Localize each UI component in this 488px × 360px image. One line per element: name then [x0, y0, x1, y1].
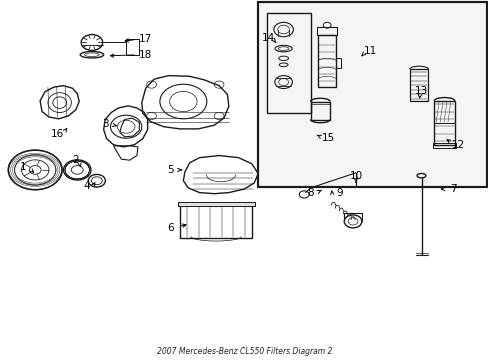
- Bar: [432, 143, 455, 148]
- Text: 16: 16: [51, 129, 64, 139]
- Text: 5: 5: [166, 165, 173, 175]
- Bar: [180, 203, 252, 238]
- Text: 9: 9: [336, 188, 343, 198]
- Bar: [316, 27, 337, 35]
- Text: 13: 13: [414, 86, 427, 96]
- Text: 3: 3: [102, 119, 108, 129]
- Text: 12: 12: [451, 140, 465, 150]
- Bar: [258, 2, 486, 187]
- Text: 2007 Mercedes-Benz CL550 Filters Diagram 2: 2007 Mercedes-Benz CL550 Filters Diagram…: [157, 347, 331, 356]
- Text: 18: 18: [139, 50, 152, 60]
- Text: 6: 6: [166, 222, 173, 233]
- Bar: [433, 101, 454, 145]
- Bar: [310, 102, 329, 120]
- Text: 2: 2: [72, 155, 79, 165]
- Bar: [258, 2, 486, 187]
- Bar: [266, 13, 311, 113]
- Text: 15: 15: [321, 132, 335, 143]
- Text: 14: 14: [261, 33, 274, 43]
- Text: 8: 8: [306, 188, 313, 198]
- Bar: [177, 202, 254, 206]
- Text: 10: 10: [349, 171, 362, 181]
- Text: 7: 7: [449, 184, 456, 194]
- Text: 4: 4: [83, 181, 90, 192]
- Bar: [317, 35, 336, 87]
- Bar: [409, 69, 427, 101]
- Bar: [177, 202, 254, 206]
- Text: 17: 17: [139, 34, 152, 44]
- Text: 11: 11: [363, 46, 377, 56]
- Text: 1: 1: [20, 162, 27, 172]
